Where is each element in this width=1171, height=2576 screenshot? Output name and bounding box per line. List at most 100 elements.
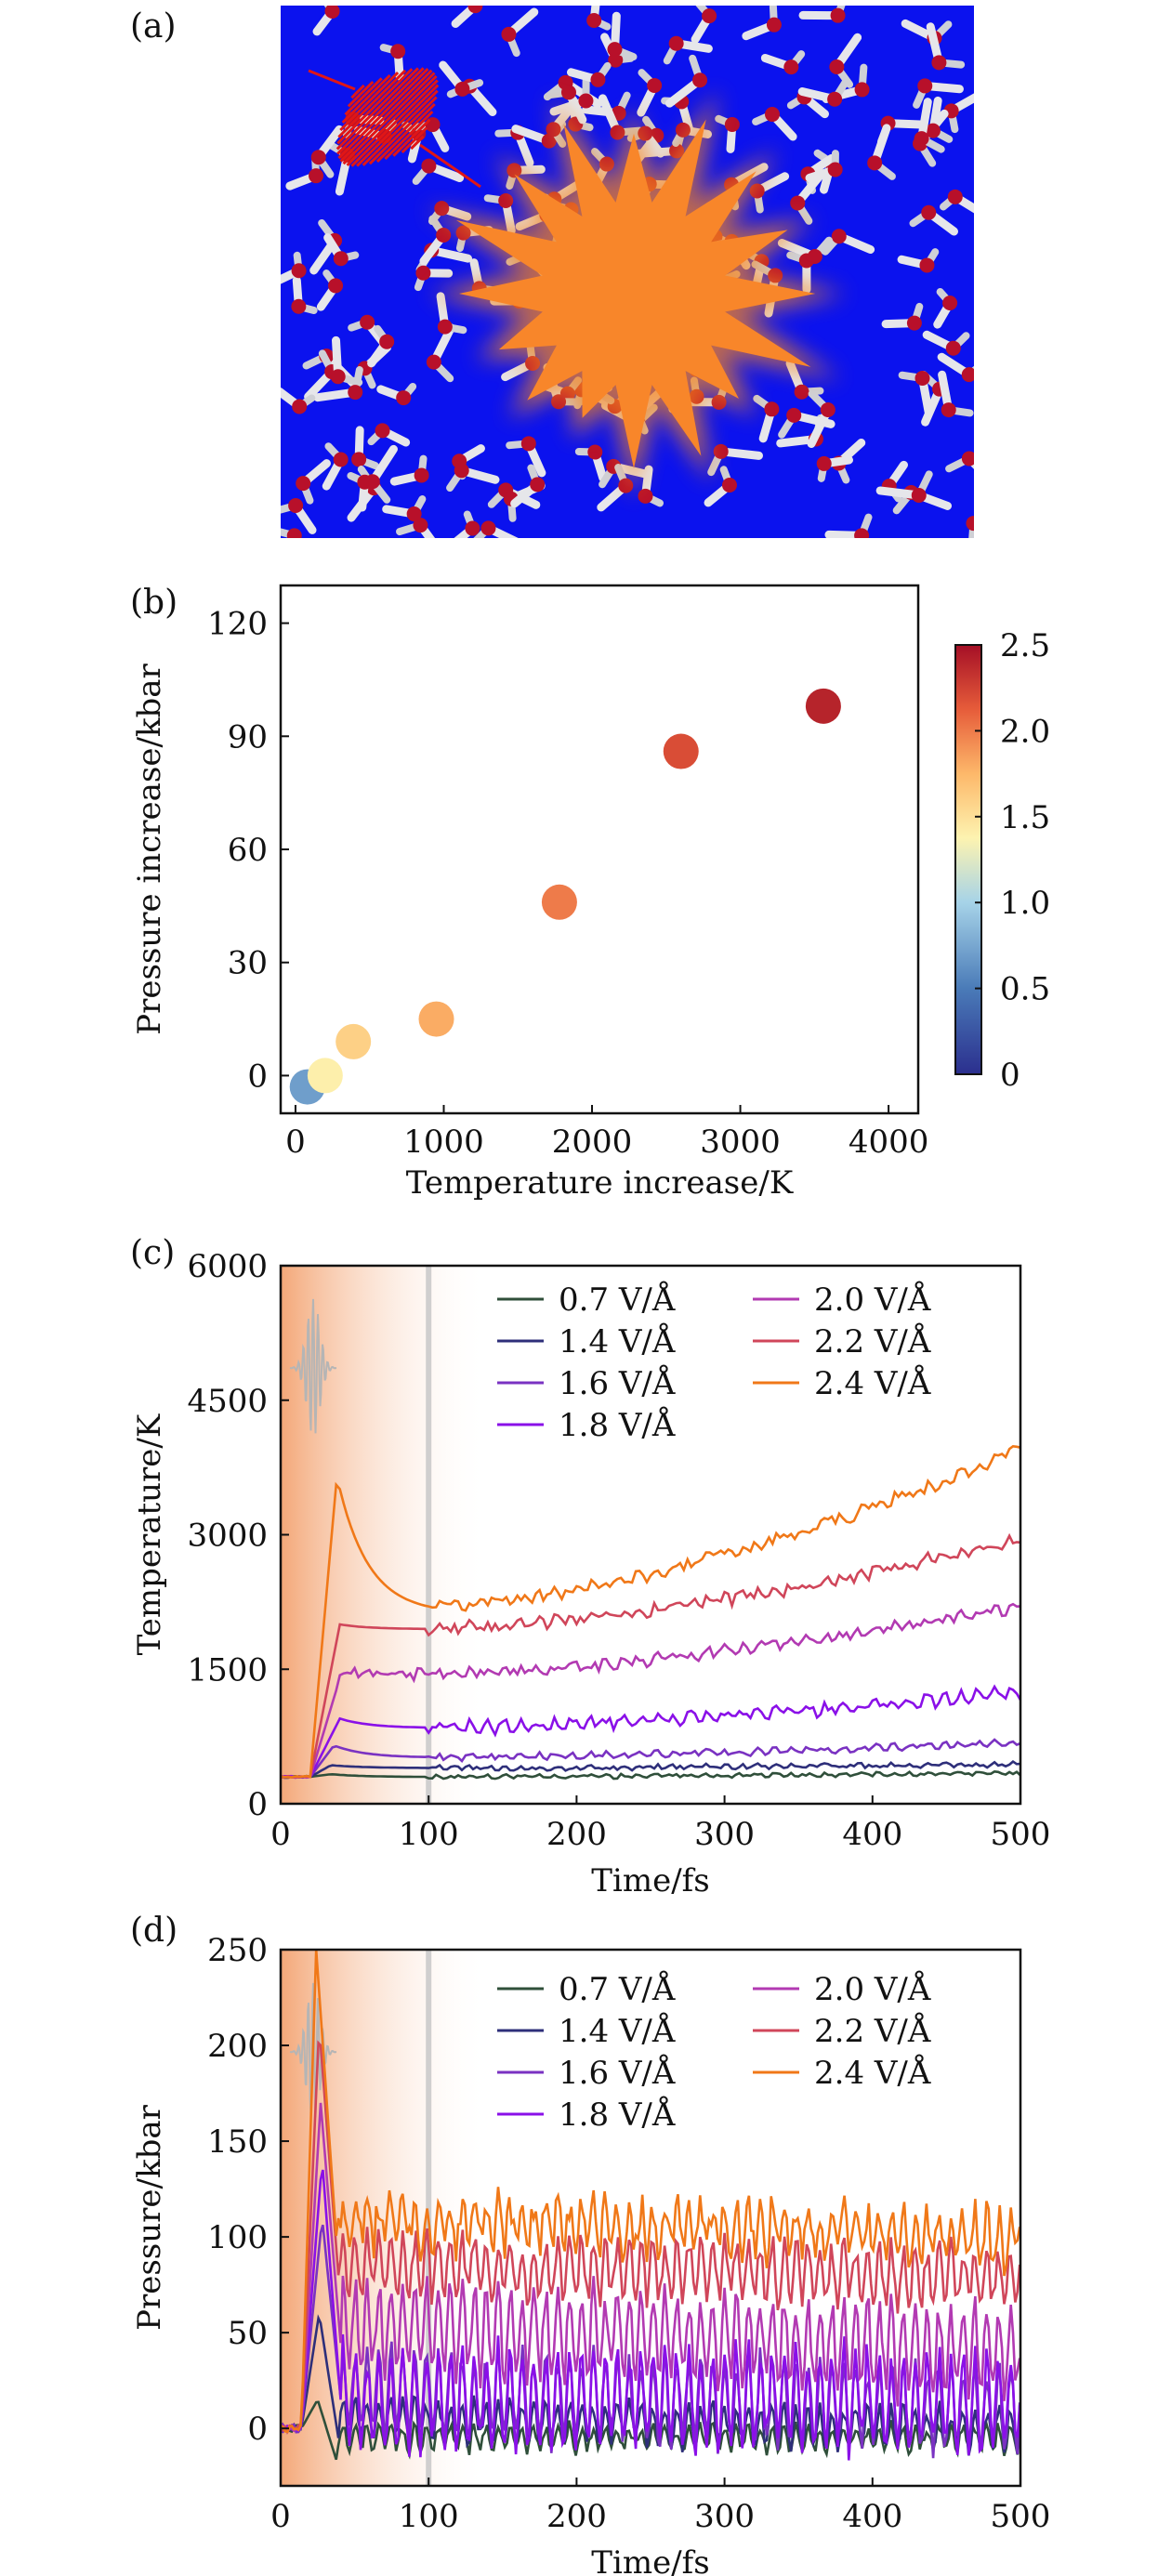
water-molecule	[312, 6, 340, 36]
y-tick-label: 1500	[187, 1651, 268, 1689]
legend-label: 1.6 V/Å	[559, 2054, 676, 2092]
water-molecule	[926, 22, 966, 71]
legend-label: 1.8 V/Å	[559, 1406, 676, 1444]
y-tick-label: 120	[207, 606, 268, 643]
water-molecule	[797, 78, 849, 107]
water-molecule	[382, 495, 427, 522]
x-tick-label: 400	[842, 1816, 902, 1853]
water-molecule	[816, 455, 854, 482]
colorbar-tick-label: 1.0	[1000, 885, 1050, 922]
legend-label: 2.4 V/Å	[814, 2054, 931, 2092]
temperature-chart: 0 100 200 300 400 500 0 1500 3000 4500 6000 Time/fs…	[131, 1248, 1050, 1899]
colorbar-tick-label: 1.5	[1000, 799, 1050, 836]
scatter-point	[663, 733, 699, 769]
x-axis-label: Time/fs	[591, 2544, 709, 2576]
water-molecule	[925, 96, 954, 143]
x-tick-label: 200	[546, 1816, 607, 1853]
water-molecule	[790, 171, 824, 225]
water-molecule	[367, 423, 411, 447]
water-molecule	[436, 292, 467, 335]
y-axis-label: Pressure increase/kbar	[131, 663, 168, 1034]
colorbar-tick-label: 2.5	[1000, 627, 1050, 664]
series-line	[281, 2040, 1020, 2433]
scatter-point	[805, 688, 841, 724]
water-molecule	[945, 451, 974, 473]
water-molecule	[316, 269, 344, 311]
water-molecule	[914, 98, 945, 153]
legend-label: 2.0 V/Å	[814, 1281, 931, 1319]
water-molecule	[637, 69, 663, 117]
water-molecule	[281, 528, 302, 538]
legend-label: 0.7 V/Å	[559, 1970, 676, 2008]
pressure-chart: 0 100 200 300 400 500 0 50 100 150 200 250 Time/fs Pr…	[131, 1932, 1050, 2576]
x-tick-label: 300	[694, 2498, 755, 2535]
y-tick-label: 3000	[187, 1518, 268, 1555]
water-molecule	[419, 215, 452, 266]
panel-label-a: (a)	[130, 7, 177, 46]
x-tick-label: 100	[399, 2498, 459, 2535]
water-molecule	[426, 323, 455, 383]
series-line	[281, 1950, 1020, 2434]
water-molecule	[510, 464, 546, 508]
legend-label: 2.0 V/Å	[814, 1970, 931, 2008]
water-molecule	[597, 464, 634, 512]
water-molecule	[753, 394, 780, 443]
water-molecule	[281, 498, 317, 534]
y-tick-label: 200	[207, 2028, 268, 2065]
water-molecule	[707, 443, 763, 477]
water-molecule	[376, 382, 417, 406]
water-molecule	[824, 513, 873, 538]
series-line	[281, 1684, 1020, 1780]
water-molecule	[322, 442, 349, 491]
water-molecule	[807, 389, 835, 448]
water-molecule	[897, 248, 940, 273]
water-molecule	[664, 54, 708, 108]
laser-pulse-icon	[289, 1298, 337, 1434]
legend-label: 1.4 V/Å	[559, 1322, 676, 1360]
scatter-chart: 0 1000 2000 3000 4000 0 30 60 90 120 Temperature i…	[131, 584, 1050, 1202]
legend-label: 1.8 V/Å	[559, 2096, 676, 2134]
water-molecule	[798, 6, 846, 23]
water-molecule	[446, 463, 500, 493]
water-molecule	[414, 265, 454, 292]
water-molecule	[786, 251, 814, 294]
water-molecule	[323, 233, 360, 267]
y-tick-label: 60	[228, 832, 268, 869]
legend-label: 2.2 V/Å	[814, 1322, 931, 1360]
y-tick-label: 6000	[187, 1248, 268, 1285]
x-tick-label: 0	[270, 1816, 291, 1853]
series-line	[281, 1759, 1020, 1780]
water-molecule	[760, 50, 806, 75]
water-molecule	[778, 407, 835, 439]
panel-label-c: (c)	[130, 1234, 176, 1272]
water-molecule	[922, 330, 970, 356]
water-molecule	[473, 520, 519, 538]
scatter-point	[307, 1058, 343, 1094]
water-molecule	[506, 436, 546, 478]
water-molecule	[937, 352, 974, 383]
x-tick-label: 400	[842, 2498, 902, 2535]
water-molecule	[281, 388, 316, 414]
x-axis-label: Temperature increase/K	[406, 1164, 794, 1202]
x-tick-label: 3000	[700, 1124, 781, 1161]
water-molecule	[742, 6, 782, 41]
x-tick-label: 200	[546, 2498, 607, 2535]
series-line	[281, 1532, 1020, 1780]
y-tick-label: 90	[228, 718, 268, 756]
water-molecule	[940, 189, 974, 214]
scatter-point	[541, 884, 577, 920]
water-molecule	[943, 93, 974, 134]
plot-frame	[279, 584, 920, 1115]
x-tick-label: 0	[270, 2498, 291, 2535]
y-tick-label: 250	[207, 1932, 268, 1969]
water-molecule	[351, 426, 379, 470]
water-molecule	[913, 78, 964, 109]
laser-pulse-icon	[308, 67, 481, 189]
burst-icon	[427, 90, 846, 498]
y-tick-label: 30	[228, 945, 268, 982]
y-tick-label: 50	[228, 2315, 268, 2352]
water-molecule	[412, 158, 465, 185]
water-molecule	[715, 114, 740, 153]
series-line	[281, 1769, 1020, 1781]
x-axis-label: Time/fs	[591, 1862, 709, 1899]
